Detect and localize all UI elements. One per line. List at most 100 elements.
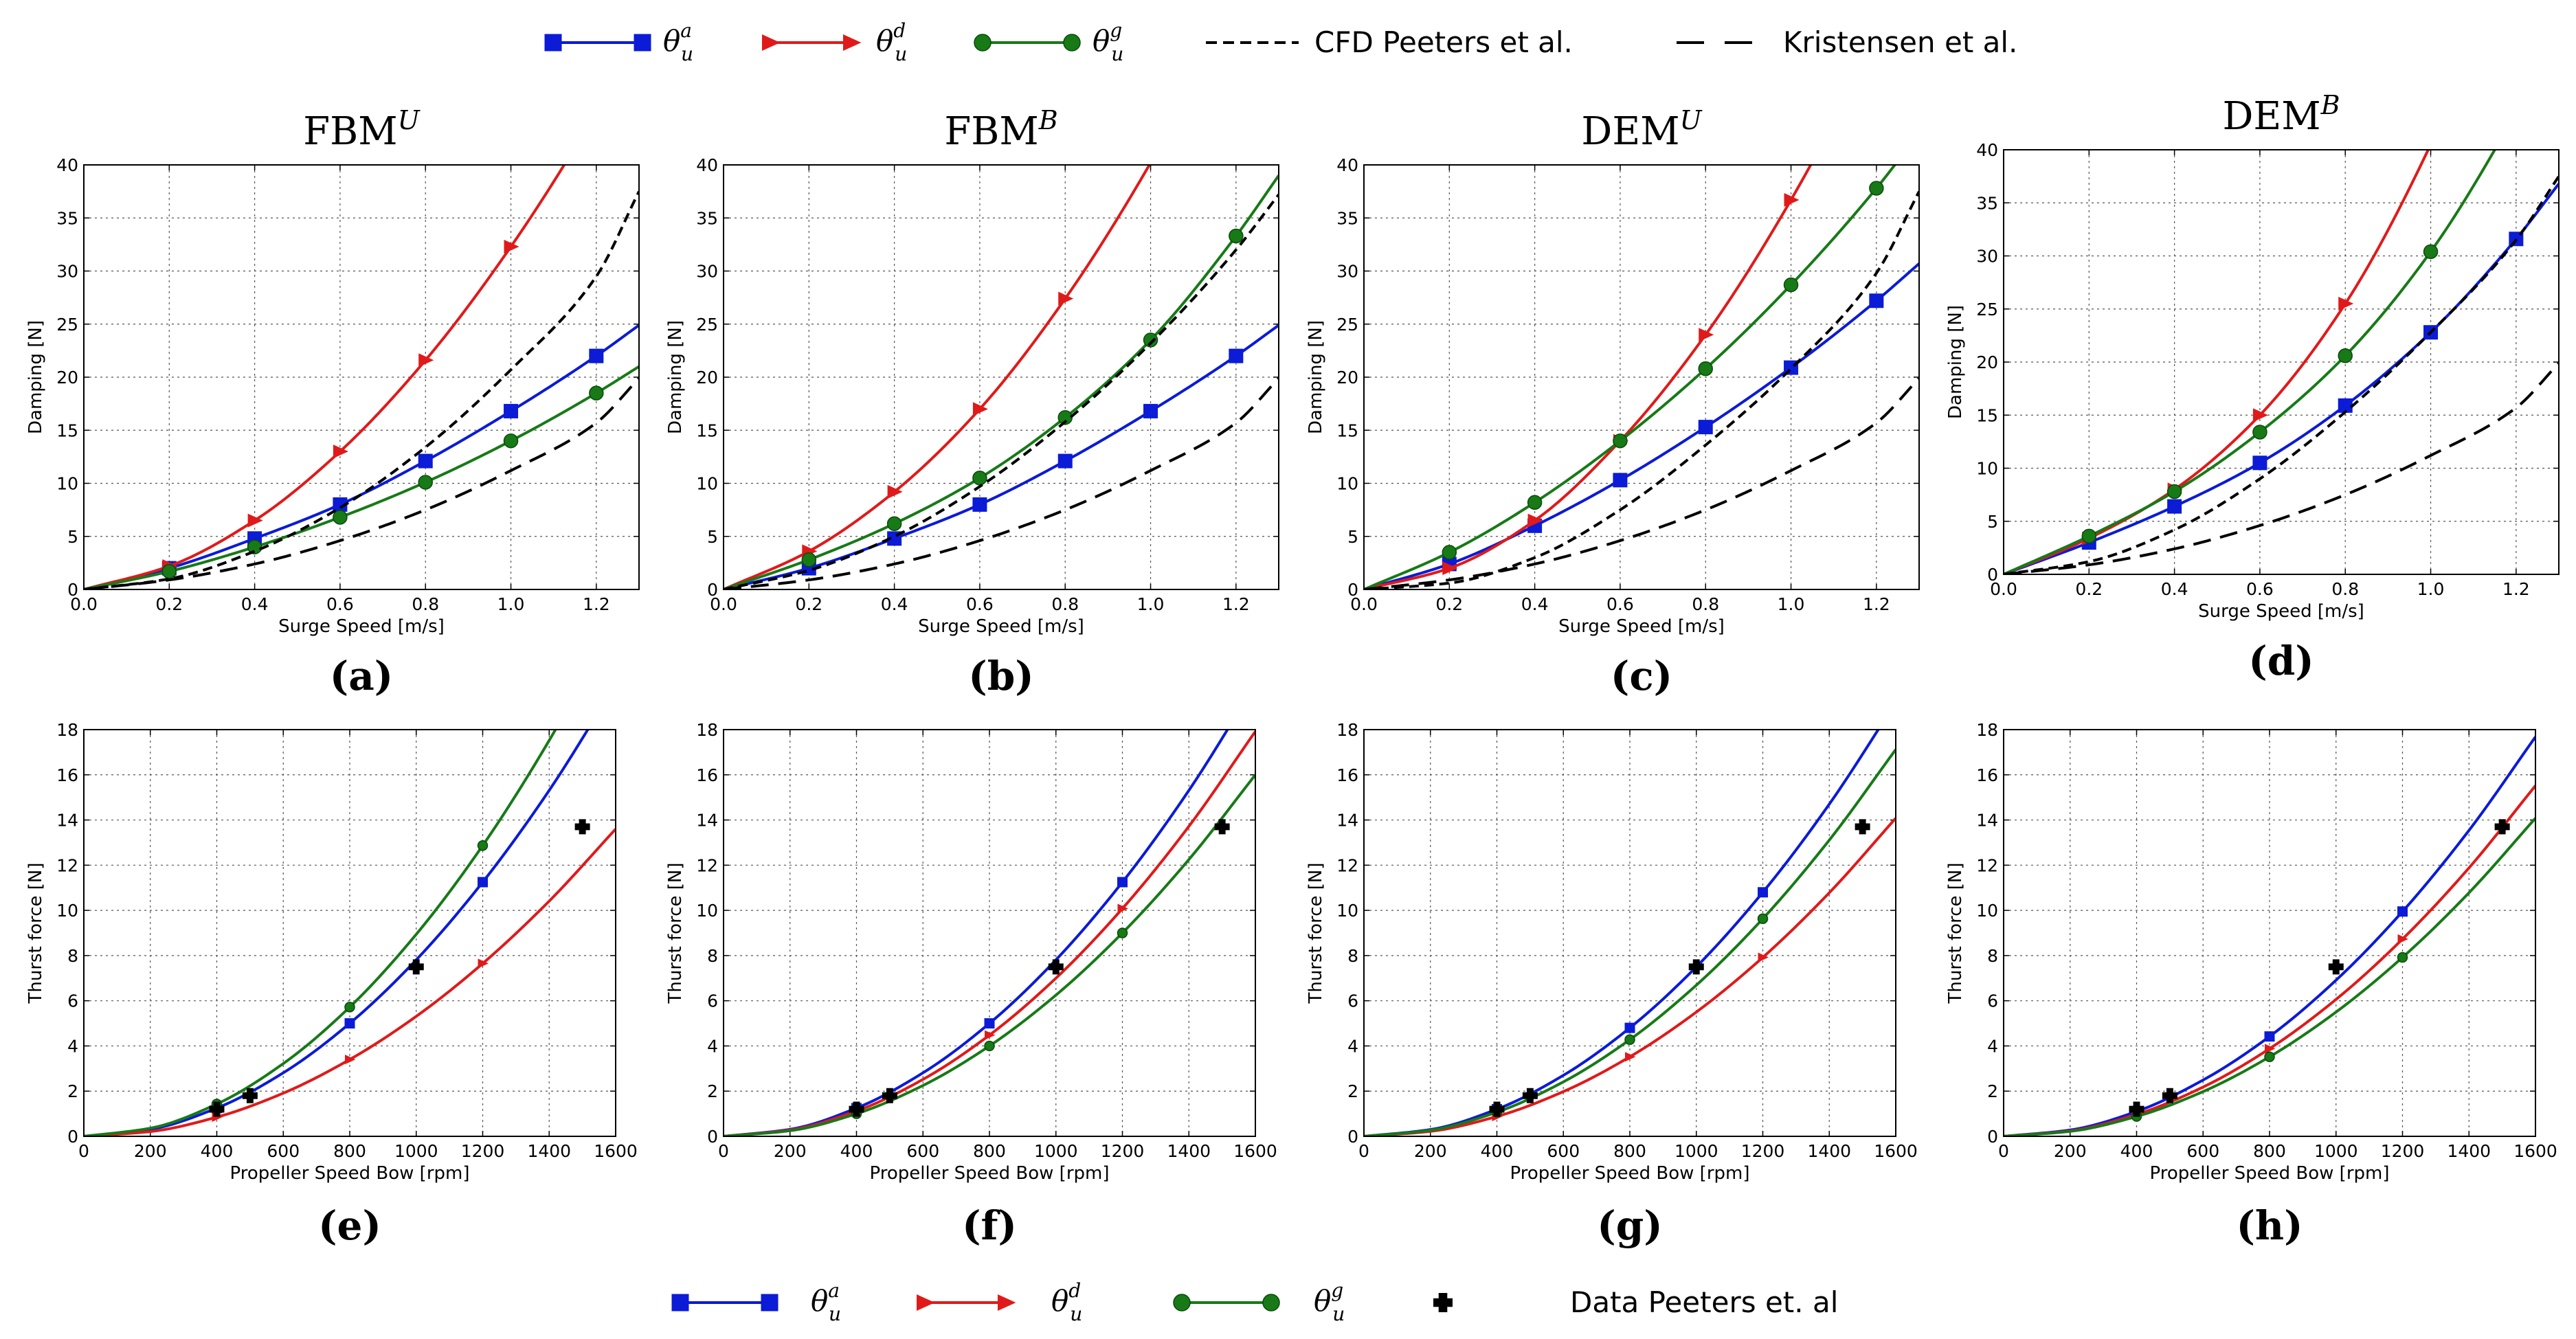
panel-title-sup: U [1680,105,1703,135]
data-point-g [1117,927,1128,938]
panel-label: (d) [2248,638,2314,684]
legend-marker-g [1173,1294,1191,1312]
y-tick-label: 6 [1347,991,1358,1011]
y-tick-label: 6 [1987,991,1998,1011]
data-point-g [477,840,489,851]
y-tick-label: 4 [707,1036,718,1056]
axes-frame [2003,729,2536,1137]
x-tick-label: 200 [774,1141,807,1161]
panel-label: (b) [968,653,1033,699]
x-tick-label: 0.4 [2161,579,2188,599]
data-point-a [984,1018,995,1029]
x-tick-label: 0.6 [2246,579,2274,599]
series-line-d [724,165,1152,589]
legend-label: θd u [1051,1279,1082,1325]
series-line-g [1364,165,1897,589]
data-point-d [504,239,519,254]
x-tick-label: 1000 [1034,1141,1078,1161]
y-tick-label: 25 [1336,315,1358,335]
y-tick-label: 40 [696,155,718,175]
axes-frame [83,729,616,1137]
data-point-g [2166,484,2182,499]
x-tick-label: 0.8 [2331,579,2359,599]
y-tick-label: 5 [1347,527,1358,547]
series-line-g [2004,150,2497,574]
y-tick-label: 35 [1976,193,1998,213]
data-point-g [1624,1034,1635,1045]
series-group [84,165,639,589]
legend-symbol: θ [663,24,680,58]
data-point-peeters [1489,1101,1505,1117]
y-tick-label: 10 [56,901,78,921]
x-tick-label: 1.0 [497,594,525,614]
data-point-g [1229,228,1244,244]
y-tick-label: 10 [1336,474,1358,494]
data-point-g [984,1040,995,1052]
legend-sup: g [1331,1279,1343,1302]
series-group [1364,165,1919,589]
panel-h: 0 200 400 600 800 1000 1200 1400 1600 0 2 4 6 8 10 12 14… [1945,720,2557,1249]
data-point-g [1783,277,1799,293]
data-point-d [333,445,348,459]
panel-title-main: FBM [303,109,397,154]
panel-a: 0.0 0.2 0.4 0.6 0.8 1.0 1.2 0 5 10 15 20 25 30 35 40 Sur… [25,105,640,699]
panel-g: 0 200 400 600 800 1000 1200 1400 1600 0 2 4 6 8 10 12 14… [1306,720,1918,1249]
panel-d: 0.0 0.2 0.4 0.6 0.8 1.0 1.2 0 5 10 15 20 25 30 35 40 Sur… [1945,90,2560,684]
data-point-d [1442,561,1458,576]
data-point-d [1784,192,1800,207]
x-tick-label: 400 [840,1141,873,1161]
legend-sup: d [893,19,906,42]
series-group [2004,150,2559,574]
data-point-peeters [242,1088,258,1103]
y-tick-label: 12 [696,855,718,875]
data-point-g [886,516,902,531]
x-axis-label: Propeller Speed Bow [rpm] [2150,1163,2390,1184]
axes-frame [83,164,640,590]
x-tick-label: 800 [2253,1141,2286,1161]
legend-marker-a [634,34,651,52]
y-tick-label: 20 [696,368,718,387]
data-point-g [503,433,519,449]
data-point-d [1699,328,1714,342]
legend-symbol: θ [1093,24,1110,58]
y-tick-label: 30 [1976,247,1998,267]
data-point-d [2252,408,2268,423]
y-tick-label: 30 [56,262,78,282]
x-tick-label: 1000 [2314,1141,2358,1161]
panel-title-main: FBM [944,109,1038,154]
legend-sub: u [1070,1303,1082,1325]
series-group [84,730,616,1136]
top-legend: θa u θd u θg u CFD Peeters et al. Kristensen et… [544,19,2017,65]
x-tick-label: 0.0 [1990,579,2017,599]
x-tick-label: 400 [201,1141,234,1161]
x-tick-label: 0.2 [155,594,183,614]
panel-label: (f) [962,1202,1017,1249]
legend-sub: u [895,43,907,65]
panel-title: FBMB [944,105,1057,154]
data-point-g [1757,913,1769,925]
data-point-g [1613,433,1628,449]
series-line-kri [1364,377,1919,589]
data-point-d [972,402,988,416]
y-tick-label: 30 [696,262,718,282]
x-axis-label: Surge Speed [m/s] [2198,601,2364,622]
y-tick-label: 40 [1336,155,1358,175]
y-tick-label: 0 [1347,1127,1358,1147]
y-tick-label: 16 [696,765,718,785]
data-point-g [2423,244,2439,260]
data-point-a [2167,499,2182,514]
data-point-g [972,471,987,486]
y-tick-label: 14 [56,811,78,831]
x-tick-label: 400 [1481,1141,1514,1161]
y-tick-label: 0 [1347,580,1358,600]
y-tick-label: 4 [1987,1036,1998,1056]
x-tick-label: 1200 [461,1141,505,1161]
panel-title-sup: B [2320,90,2340,120]
y-tick-label: 0 [67,580,78,600]
y-tick-label: 15 [56,420,78,440]
data-point-peeters [2129,1101,2144,1117]
x-tick-label: 0.8 [1051,594,1079,614]
y-tick-label: 20 [1336,368,1358,387]
legend-label: CFD Peeters et al. [1314,25,1573,59]
x-axis-label: Surge Speed [m/s] [278,616,445,637]
